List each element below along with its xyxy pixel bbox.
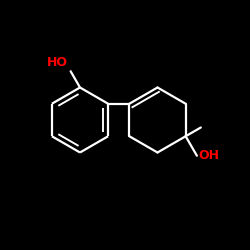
Text: OH: OH: [198, 149, 219, 162]
Text: HO: HO: [47, 56, 68, 69]
